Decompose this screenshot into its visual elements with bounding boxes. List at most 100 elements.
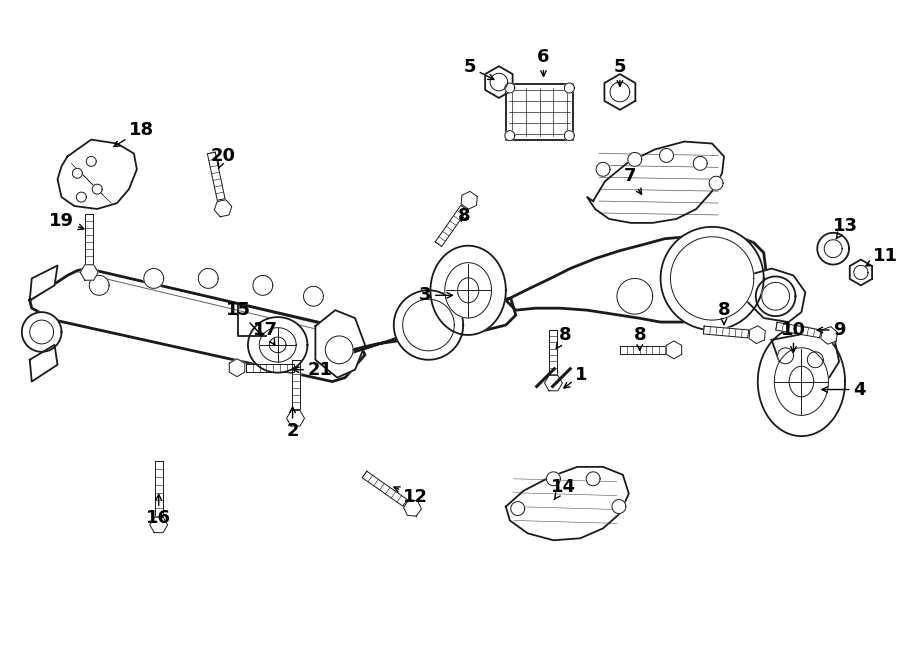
Text: 18: 18 <box>114 121 154 147</box>
Polygon shape <box>546 472 561 486</box>
Polygon shape <box>491 73 508 91</box>
Polygon shape <box>86 214 94 264</box>
Text: 7: 7 <box>624 167 642 194</box>
Polygon shape <box>248 317 308 373</box>
Polygon shape <box>457 278 479 303</box>
Polygon shape <box>506 467 629 540</box>
Polygon shape <box>758 327 845 436</box>
Polygon shape <box>30 268 365 381</box>
Polygon shape <box>230 359 245 377</box>
Polygon shape <box>807 352 824 368</box>
Text: 11: 11 <box>866 247 898 266</box>
Polygon shape <box>207 152 225 200</box>
Polygon shape <box>436 206 467 247</box>
Polygon shape <box>303 286 323 306</box>
Text: 4: 4 <box>822 381 866 399</box>
Polygon shape <box>704 326 749 338</box>
Polygon shape <box>771 332 839 385</box>
Polygon shape <box>430 246 506 335</box>
Polygon shape <box>789 366 814 397</box>
Polygon shape <box>30 320 54 344</box>
Polygon shape <box>144 268 164 288</box>
Polygon shape <box>505 83 515 93</box>
Polygon shape <box>89 276 109 295</box>
Polygon shape <box>778 348 794 364</box>
Text: 19: 19 <box>50 212 84 230</box>
Polygon shape <box>214 200 232 217</box>
Polygon shape <box>550 329 557 374</box>
Polygon shape <box>30 266 58 300</box>
Polygon shape <box>774 348 829 415</box>
Polygon shape <box>612 500 625 514</box>
Polygon shape <box>821 327 838 344</box>
Polygon shape <box>854 265 868 280</box>
Polygon shape <box>666 341 681 359</box>
Text: 6: 6 <box>537 48 550 76</box>
Text: 1: 1 <box>564 366 588 388</box>
Polygon shape <box>325 336 353 364</box>
Polygon shape <box>506 84 573 139</box>
Polygon shape <box>402 299 454 351</box>
Polygon shape <box>693 157 707 171</box>
Polygon shape <box>286 410 304 426</box>
Polygon shape <box>511 502 525 516</box>
Polygon shape <box>586 472 600 486</box>
Polygon shape <box>315 310 365 377</box>
Text: 12: 12 <box>394 487 428 506</box>
Text: 5: 5 <box>464 58 494 79</box>
Text: 17: 17 <box>253 321 278 345</box>
Polygon shape <box>628 153 642 167</box>
Polygon shape <box>749 326 765 344</box>
Polygon shape <box>661 227 764 330</box>
Text: 14: 14 <box>551 478 576 500</box>
Text: 21: 21 <box>293 361 332 379</box>
Text: 13: 13 <box>833 217 858 239</box>
Polygon shape <box>269 337 286 353</box>
Polygon shape <box>198 268 218 288</box>
Polygon shape <box>564 83 574 93</box>
Text: 8: 8 <box>634 326 646 350</box>
Polygon shape <box>58 139 137 209</box>
Text: 20: 20 <box>211 147 236 169</box>
Polygon shape <box>72 169 82 178</box>
Polygon shape <box>30 345 58 381</box>
Polygon shape <box>817 233 849 264</box>
Polygon shape <box>92 184 103 194</box>
Polygon shape <box>506 235 766 322</box>
Polygon shape <box>80 265 98 280</box>
Polygon shape <box>22 312 61 352</box>
Polygon shape <box>850 260 872 286</box>
Polygon shape <box>610 82 630 102</box>
Polygon shape <box>744 268 806 322</box>
Polygon shape <box>394 290 464 360</box>
Polygon shape <box>253 276 273 295</box>
Text: 2: 2 <box>286 407 299 440</box>
Text: 5: 5 <box>614 58 626 86</box>
Polygon shape <box>485 66 513 98</box>
Text: 9: 9 <box>817 321 846 339</box>
Polygon shape <box>403 500 421 516</box>
Polygon shape <box>505 131 515 141</box>
Text: 8: 8 <box>556 326 572 348</box>
Text: 8: 8 <box>458 207 471 225</box>
Polygon shape <box>76 192 86 202</box>
Polygon shape <box>155 461 163 516</box>
Polygon shape <box>149 517 167 533</box>
Text: 8: 8 <box>717 301 731 325</box>
Polygon shape <box>660 149 673 163</box>
Polygon shape <box>616 278 652 314</box>
Polygon shape <box>587 141 724 223</box>
Polygon shape <box>596 163 610 176</box>
Text: 16: 16 <box>146 494 171 527</box>
Polygon shape <box>346 298 516 355</box>
Text: 10: 10 <box>781 321 806 352</box>
Text: 15: 15 <box>226 301 262 336</box>
Polygon shape <box>824 240 842 258</box>
Polygon shape <box>564 131 574 141</box>
Polygon shape <box>445 262 491 318</box>
Polygon shape <box>461 192 477 209</box>
Polygon shape <box>544 375 562 391</box>
Polygon shape <box>86 157 96 167</box>
Polygon shape <box>756 276 796 316</box>
Polygon shape <box>620 346 665 354</box>
